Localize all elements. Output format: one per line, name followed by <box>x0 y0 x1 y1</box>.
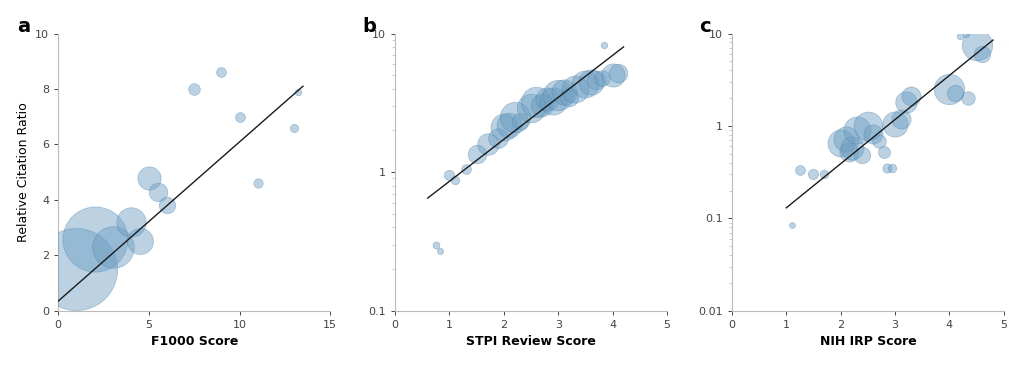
Point <box>860 123 877 129</box>
Point <box>250 180 266 186</box>
Point <box>805 171 821 177</box>
Point <box>884 165 900 171</box>
Point <box>865 131 882 137</box>
Point <box>969 42 985 48</box>
Point <box>290 89 306 95</box>
Text: b: b <box>362 17 377 36</box>
Point <box>941 86 957 92</box>
Point <box>501 122 517 128</box>
Point <box>555 89 571 95</box>
Point <box>512 118 528 124</box>
Point <box>876 149 892 155</box>
Point <box>123 219 139 225</box>
Point <box>596 42 612 48</box>
Point <box>479 141 496 147</box>
Point <box>887 121 903 127</box>
Point <box>952 33 969 39</box>
Point <box>879 165 895 171</box>
Point <box>446 177 463 183</box>
Point <box>186 86 203 92</box>
Y-axis label: Relative Citation Ratio: Relative Citation Ratio <box>16 102 30 242</box>
Point <box>69 266 85 272</box>
Point <box>566 86 583 92</box>
Point <box>550 92 566 98</box>
Point <box>903 93 920 99</box>
Point <box>947 89 964 95</box>
Point <box>594 75 610 81</box>
Point <box>132 238 148 244</box>
Point <box>159 203 175 208</box>
Point <box>545 98 561 104</box>
Point <box>588 77 604 83</box>
X-axis label: STPI Review Score: STPI Review Score <box>466 335 596 348</box>
Point <box>231 114 248 120</box>
Point <box>844 145 860 151</box>
Point <box>507 114 523 120</box>
Text: c: c <box>699 17 711 36</box>
Point <box>792 168 808 173</box>
Point <box>458 166 474 172</box>
Point <box>974 51 990 57</box>
Point <box>523 105 540 111</box>
Point <box>816 171 833 177</box>
Point <box>838 136 854 142</box>
Point <box>140 175 157 181</box>
Point <box>870 138 887 144</box>
Point <box>841 149 857 155</box>
X-axis label: F1000 Score: F1000 Score <box>151 335 238 348</box>
Point <box>892 116 908 122</box>
Point <box>86 236 102 242</box>
Text: a: a <box>17 17 31 36</box>
Point <box>490 135 507 141</box>
Point <box>849 127 865 133</box>
Point <box>428 242 444 247</box>
Point <box>982 23 998 29</box>
Point <box>783 222 800 228</box>
Point <box>104 244 121 250</box>
Point <box>534 102 550 108</box>
Point <box>610 70 627 76</box>
Point <box>578 81 594 87</box>
X-axis label: NIH IRP Score: NIH IRP Score <box>819 335 916 348</box>
Point <box>496 124 512 130</box>
Point <box>561 94 578 100</box>
Point <box>961 95 977 101</box>
Point <box>833 140 849 146</box>
Point <box>583 79 599 85</box>
Point <box>468 151 484 157</box>
Point <box>854 153 870 158</box>
Point <box>150 189 166 195</box>
Point <box>540 96 556 102</box>
Point <box>957 31 974 36</box>
Point <box>286 125 302 131</box>
Point <box>441 172 458 178</box>
Point <box>604 72 621 78</box>
Point <box>528 99 545 105</box>
Point <box>213 69 229 75</box>
Point <box>898 99 914 105</box>
Point <box>431 248 447 254</box>
